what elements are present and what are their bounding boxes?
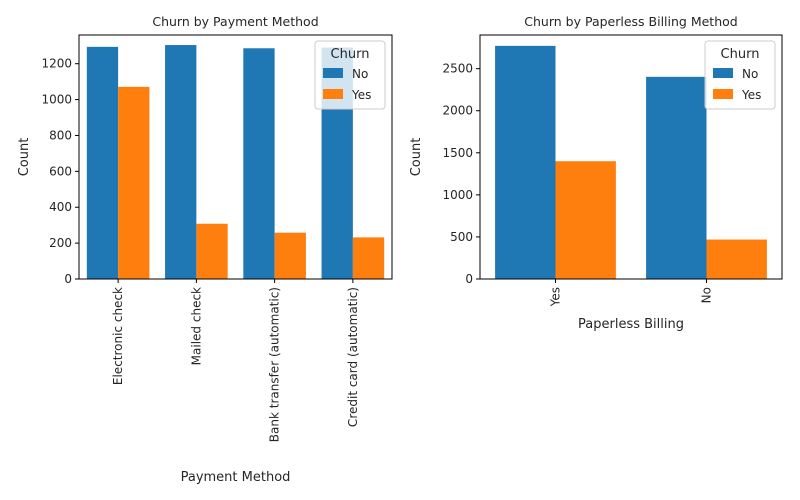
y-tick-label: 2000 <box>442 104 473 118</box>
bar-no-1 <box>646 76 707 279</box>
y-tick-label: 1200 <box>41 57 72 71</box>
x-axis-label: Payment Method <box>181 470 291 485</box>
plot-frame <box>78 34 393 280</box>
legend-label-yes: Yes <box>351 88 371 102</box>
legend-swatch-yes <box>713 89 733 99</box>
legend-label-yes: Yes <box>741 88 761 102</box>
y-tick-label: 0 <box>465 272 473 286</box>
x-axis-label: Paperless Billing <box>578 317 684 332</box>
legend-label-no: No <box>742 67 758 81</box>
bar-yes-1 <box>706 239 767 279</box>
y-tick-label: 0 <box>64 272 72 286</box>
paperless-billing-chart: 0 500 1000 1500 2000 2500 Yes No Churn by Paperl… <box>409 14 783 332</box>
legend-swatch-no <box>713 68 733 78</box>
x-tick-label: Mailed check <box>189 287 203 365</box>
payment-method-chart: 0 200 400 600 800 1000 1200 Electronic check Mai… <box>17 14 393 485</box>
x-tick-label: Bank transfer (automatic) <box>268 287 282 442</box>
bar-yes-2 <box>274 232 306 279</box>
y-tick-label: 800 <box>49 128 72 142</box>
bar-no-1 <box>165 45 197 279</box>
legend-title: Churn <box>721 47 760 62</box>
y-tick-label: 600 <box>49 164 72 178</box>
bar-yes-3 <box>352 237 385 279</box>
x-tick-label: Credit card (automatic) <box>346 287 360 427</box>
bar-no-0 <box>495 45 556 279</box>
bar-yes-0 <box>555 161 616 279</box>
y-tick-label: 200 <box>49 236 72 250</box>
legend: Churn No Yes <box>704 40 776 110</box>
bar-yes-0 <box>118 86 150 279</box>
chart-title: Churn by Payment Method <box>152 14 318 29</box>
y-tick-label: 400 <box>49 200 72 214</box>
y-tick-label: 500 <box>450 230 473 244</box>
x-tick-label: Electronic check <box>111 287 125 385</box>
legend-label-no: No <box>352 67 368 81</box>
legend-swatch-no <box>323 68 343 78</box>
bar-no-2 <box>243 48 275 279</box>
y-tick-label: 1000 <box>41 93 72 107</box>
legend-title: Churn <box>331 47 370 62</box>
y-axis-label: Count <box>409 138 424 177</box>
y-tick-label: 2500 <box>442 62 473 76</box>
legend-swatch-yes <box>323 89 343 99</box>
x-tick-label: No <box>700 287 714 303</box>
bar-no-0 <box>86 46 119 280</box>
y-axis-label: Count <box>17 138 32 177</box>
chart-title: Churn by Paperless Billing Method <box>524 14 737 29</box>
y-tick-label: 1000 <box>442 188 473 202</box>
plot-frame <box>479 34 783 280</box>
x-tick-label: Yes <box>549 287 563 307</box>
bar-yes-1 <box>196 223 228 279</box>
legend: Churn No Yes <box>314 40 386 110</box>
y-tick-label: 1500 <box>442 146 473 160</box>
